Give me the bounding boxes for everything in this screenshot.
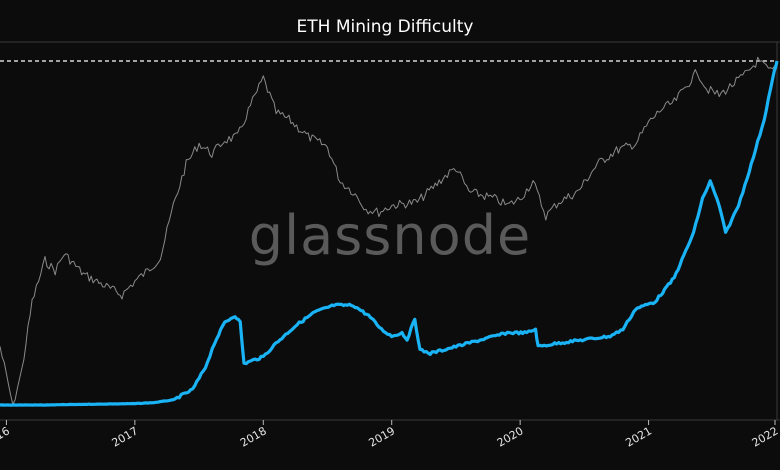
glassnode-watermark: glassnode [249,204,531,267]
plot-area [0,41,780,421]
x-tick-label: 2019 [366,424,397,449]
x-tick-label: 2018 [238,424,269,449]
difficulty-series-line [0,60,779,407]
x-tick-label: 2016 [0,424,12,449]
price-series-line [0,56,778,405]
x-tick-label: 2020 [495,424,526,449]
x-tick-label: 2017 [110,424,141,449]
x-tick-label: 2021 [623,424,654,449]
x-axis-ticks: 2016 2017 2018 2019 2020 2021 2022 [0,420,780,450]
x-tick-label: 2022 [750,424,780,449]
chart-title: ETH Mining Difficulty [297,17,474,37]
series-layer [0,56,779,407]
